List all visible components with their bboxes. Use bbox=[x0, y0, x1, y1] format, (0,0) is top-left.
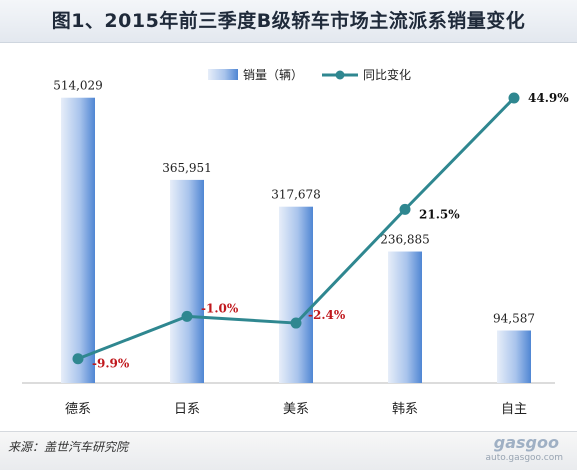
bar-5 bbox=[497, 330, 531, 383]
trend-value-label-4: 21.5% bbox=[419, 207, 460, 221]
bar-value-label-1: 514,029 bbox=[53, 79, 103, 93]
trend-point-1 bbox=[72, 353, 84, 365]
source-text: 来源：盖世汽车研究院 bbox=[8, 440, 129, 454]
trend-value-label-2: -1.0% bbox=[201, 301, 239, 315]
category-label-5: 自主 bbox=[501, 402, 527, 417]
bar-value-label-4: 236,885 bbox=[380, 233, 430, 247]
trend-point-3 bbox=[290, 317, 302, 329]
legend-bar-swatch bbox=[208, 69, 238, 80]
bar-3 bbox=[279, 206, 313, 383]
watermark-logo: gasgoo bbox=[493, 433, 559, 452]
watermark-url: auto.gasgoo.com bbox=[485, 453, 563, 463]
chart-title: 图1、2015年前三季度B级轿车市场主流派系销量变化 bbox=[51, 10, 526, 32]
trend-value-label-1: -9.9% bbox=[92, 357, 130, 371]
trend-value-label-3: -2.4% bbox=[308, 308, 346, 322]
trend-point-4 bbox=[399, 203, 411, 215]
footer-band bbox=[0, 431, 577, 470]
trend-point-2 bbox=[181, 310, 193, 322]
bar-value-label-5: 94,587 bbox=[493, 312, 535, 326]
bar-2 bbox=[170, 179, 204, 383]
legend-bar-label: 销量（辆） bbox=[243, 68, 303, 82]
category-label-1: 德系 bbox=[65, 402, 91, 417]
bar-1 bbox=[61, 97, 95, 384]
legend-line-marker bbox=[335, 70, 345, 80]
category-label-2: 日系 bbox=[174, 402, 200, 417]
bar-value-label-3: 317,678 bbox=[271, 188, 321, 202]
title-band bbox=[0, 0, 577, 43]
category-label-3: 美系 bbox=[283, 402, 309, 417]
trend-value-label-5: 44.9% bbox=[528, 91, 569, 105]
bar-value-label-2: 365,951 bbox=[162, 161, 212, 175]
bar-4 bbox=[388, 251, 422, 383]
legend-line-label: 同比变化 bbox=[363, 67, 411, 82]
category-label-4: 韩系 bbox=[392, 402, 418, 417]
trend-point-5 bbox=[508, 92, 520, 104]
